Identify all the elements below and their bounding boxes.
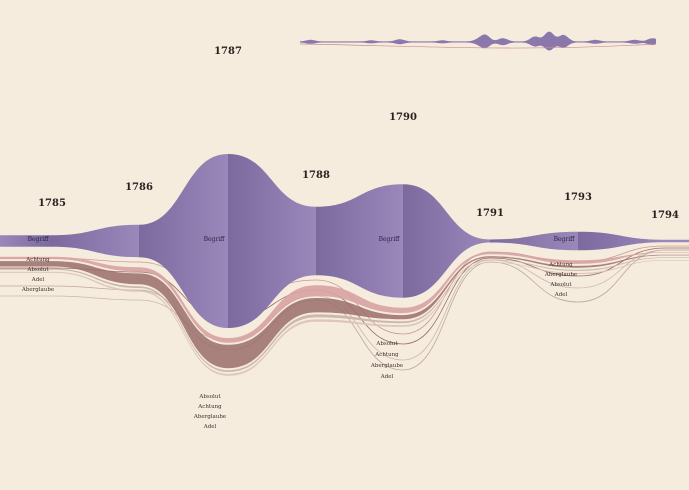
term-label-1785-absolut: Absolut [26,267,49,273]
stream-band-achtung[interactable] [0,252,689,343]
term-label-1787-absolut: Absolut [198,394,221,400]
term-label-1793-absolut: Absolut [549,282,572,288]
stream-band-begriff[interactable] [0,154,689,328]
year-label-1790: 1790 [389,112,417,123]
term-label-1793-adel: Adel [554,292,568,298]
year-labels: 1785 1786 1787 1788 1790 1791 1793 1794 [38,46,679,221]
in-stream-label-1793: Begriff [554,236,576,243]
stream-bands [0,154,689,376]
overview-secondary-line [299,43,657,49]
overview-stream[interactable] [300,31,656,51]
year-label-1787: 1787 [214,46,242,57]
term-labels: Begriff Achtung Absolut Adel Aberglaube Begri… [21,236,577,430]
term-label-1785-aberglaube: Aberglaube [21,287,54,293]
overview-strip[interactable] [299,31,657,51]
term-label-1785-achtung: Achtung [25,257,50,263]
trend-line-aberglaube [0,249,689,361]
term-label-1787-aberglaube: Aberglaube [193,414,226,420]
year-label-1785: 1785 [38,198,66,209]
in-stream-label-1790: Begriff [379,236,401,243]
term-label-1790-adel: Adel [380,374,394,380]
year-label-1793: 1793 [564,192,592,203]
term-label-1790-achtung: Achtung [374,352,399,358]
year-label-1791: 1791 [476,208,504,219]
in-stream-label-1785: Begriff [28,236,50,243]
year-label-1794: 1794 [651,210,679,221]
in-stream-label-1787: Begriff [204,236,226,243]
term-label-1793-aberglaube: Aberglaube [544,272,577,278]
term-label-1790-absolut: Absolut [375,341,398,347]
stream-band-absolut[interactable] [0,254,689,369]
term-label-1790-aberglaube: Aberglaube [370,363,403,369]
term-label-1787-achtung: Achtung [197,404,222,410]
year-label-1788: 1788 [302,170,330,181]
term-label-1793-achtung: Achtung [548,262,573,268]
year-label-1786: 1786 [125,182,153,193]
term-label-1785-adel: Adel [31,277,45,283]
term-label-1787-adel: Adel [203,424,217,430]
